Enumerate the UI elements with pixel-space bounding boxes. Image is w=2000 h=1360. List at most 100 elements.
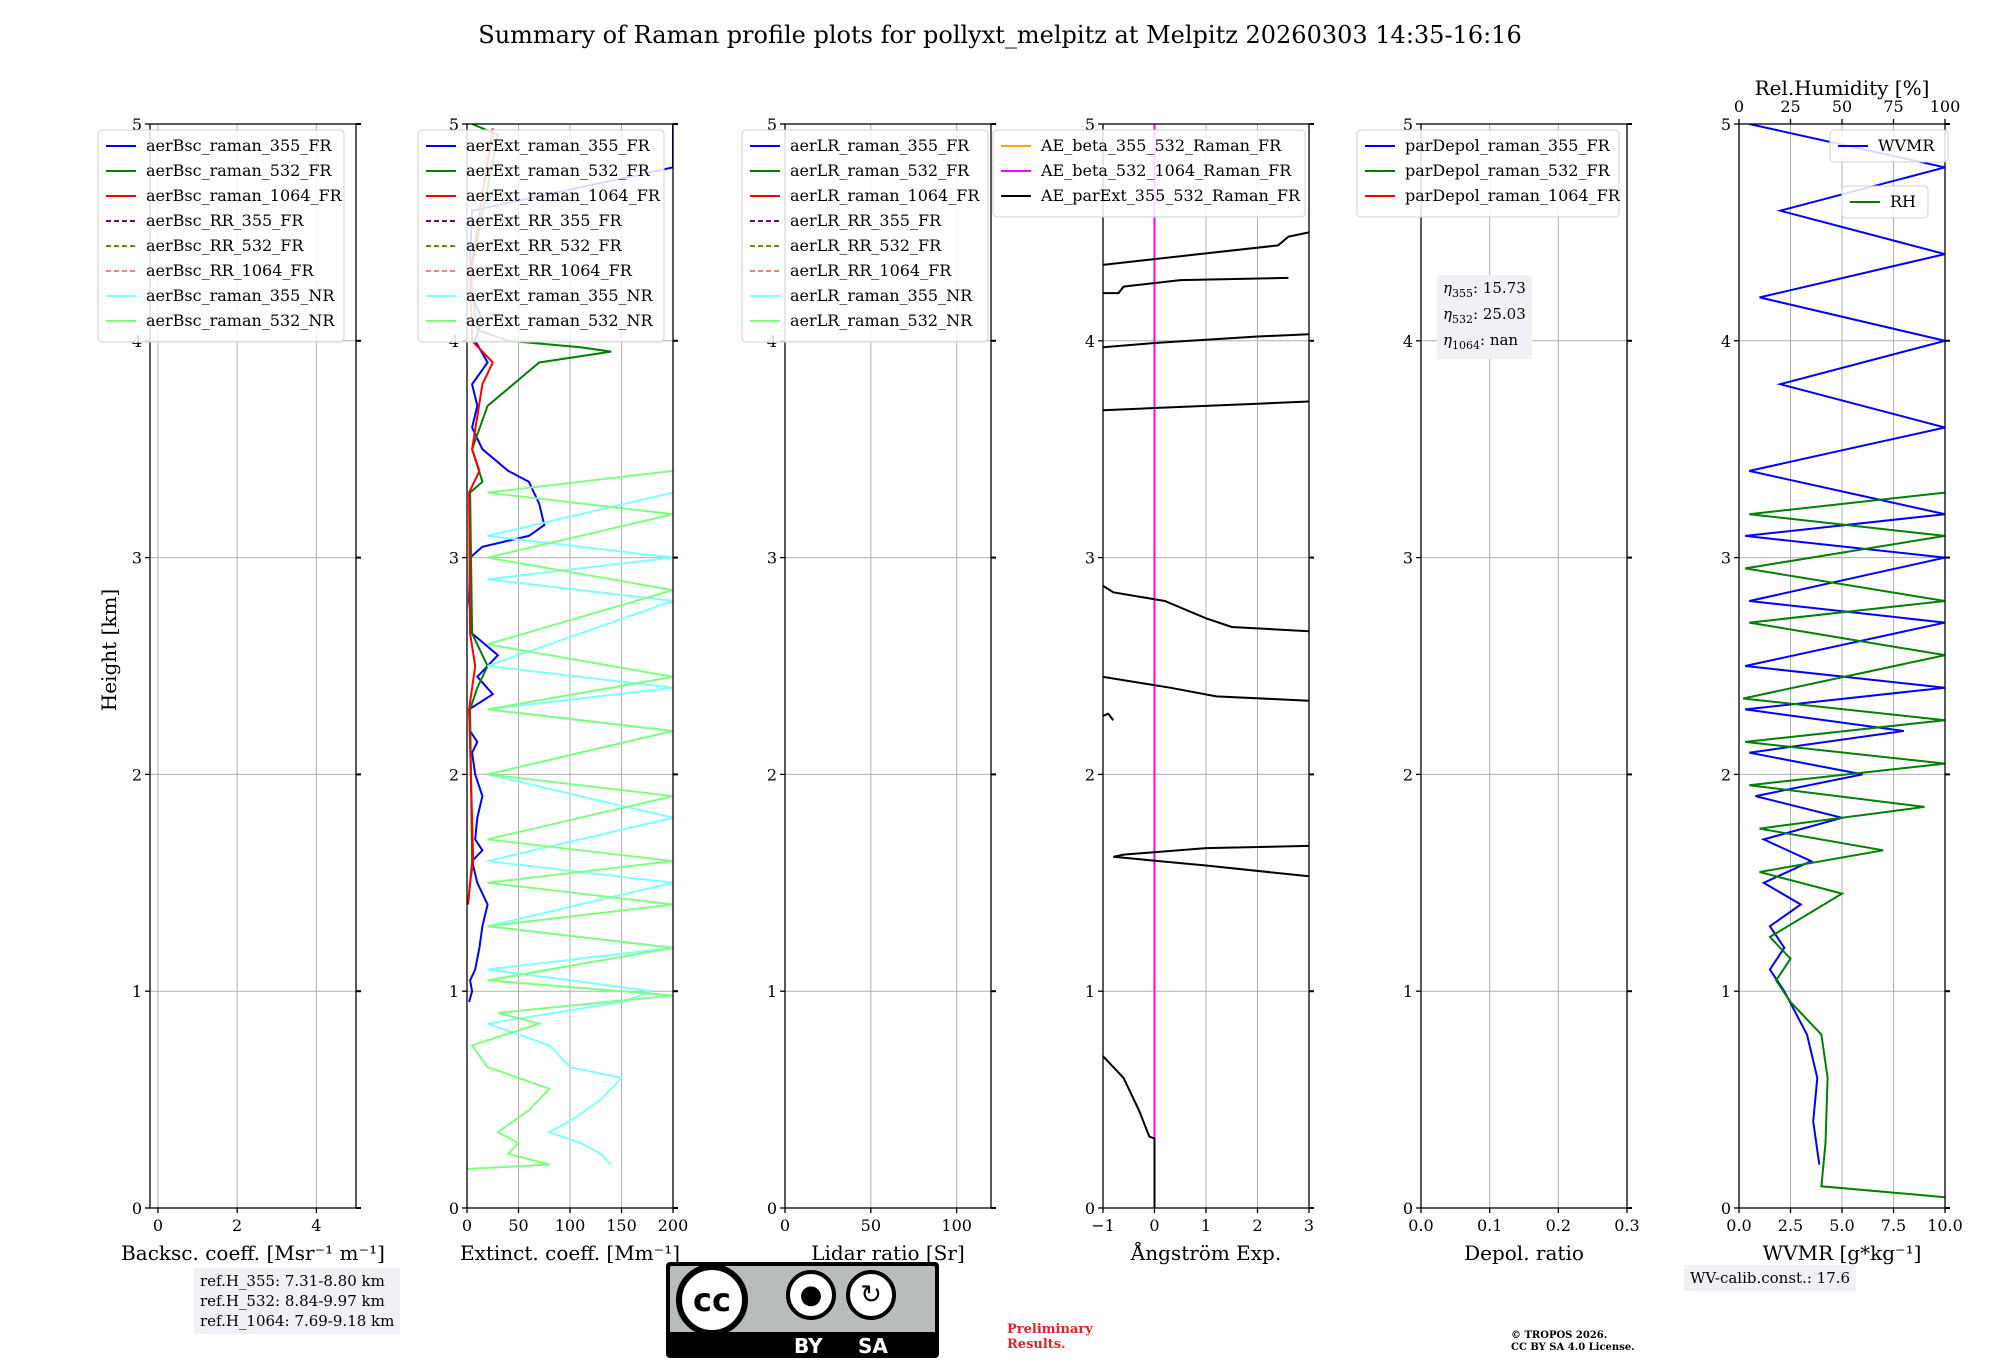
eta-box: η355: 15.73 η532: 25.03 η1064: nan xyxy=(1437,275,1532,359)
panel-6: 0.0 2.5 5.0 7.5 10.0 0 1 2 3 4 5 WVMR [g*kg⁻¹] 0 25 50… xyxy=(1721,76,1963,1265)
legend-label: aerBsc_raman_532_FR xyxy=(146,161,332,180)
share-alike-icon: ↻ xyxy=(846,1270,896,1320)
y-tick-label: 3 xyxy=(1085,549,1095,568)
legend-label: WVMR xyxy=(1878,136,1935,155)
ref-h-1064: ref.H_1064: 7.69-9.18 km xyxy=(200,1312,395,1330)
preliminary-line-1: Preliminary xyxy=(1007,1322,1093,1337)
series-line-RH xyxy=(1742,491,1945,1199)
series-line-aerExt_raman_355_FR xyxy=(468,124,673,1003)
legend-label: aerExt_raman_532_NR xyxy=(466,311,654,330)
x-axis-label: Backsc. coeff. [Msr⁻¹ m⁻¹] xyxy=(121,1241,385,1265)
cc-icon: cc xyxy=(676,1264,748,1336)
eta-532: η532: 25.03 xyxy=(1443,305,1526,326)
x-tick-label: 50 xyxy=(508,1216,528,1235)
cc-license-badge[interactable]: cc ● ↻ BY SA xyxy=(666,1262,939,1358)
series-line-WVMR xyxy=(1744,124,1945,1165)
axes-frame xyxy=(784,123,992,1209)
y-tick-label: 5 xyxy=(767,115,777,134)
legend-label: parDepol_raman_1064_FR xyxy=(1405,186,1621,205)
y-tick-label: 1 xyxy=(1403,982,1413,1001)
y-tick-label: 2 xyxy=(132,765,142,784)
series-line-AE_parExt_355_532_Raman_FR xyxy=(1103,584,1309,633)
wv-calib-box: WV-calib.const.: 17.6 xyxy=(1684,1265,1857,1291)
legend-box xyxy=(992,129,1306,218)
legend-label: aerExt_RR_532_FR xyxy=(466,236,623,255)
legend: aerBsc_raman_355_FR aerBsc_raman_532_FRae… xyxy=(97,129,345,343)
legend: parDepol_raman_355_FR parDepol_raman_532_… xyxy=(1356,129,1621,218)
series-line-AE_parExt_355_532_Raman_FR xyxy=(1103,400,1309,412)
top-tick-label: 0 xyxy=(1734,97,1744,116)
person-icon: ● xyxy=(786,1270,836,1320)
legend: aerExt_raman_355_FR aerExt_raman_532_FRae… xyxy=(417,129,665,343)
x-tick-label: 100 xyxy=(555,1216,586,1235)
legend-label: aerExt_raman_532_FR xyxy=(466,161,651,180)
top-tick-label: 25 xyxy=(1780,97,1800,116)
x-tick-label: 4 xyxy=(311,1216,321,1235)
legend-label: AE_parExt_355_532_Raman_FR xyxy=(1040,186,1301,205)
top-tick-label: 50 xyxy=(1832,97,1852,116)
x-tick-label: 0.0 xyxy=(1726,1216,1751,1235)
series-group xyxy=(467,124,673,1170)
legend-label: aerLR_raman_532_NR xyxy=(790,311,973,330)
series-line-AE_parExt_355_532_Raman_FR xyxy=(1103,333,1309,349)
legend-label: RH xyxy=(1890,192,1916,211)
series-line-AE_parExt_355_532_Raman_FR xyxy=(1103,712,1115,721)
y-tick-label: 1 xyxy=(449,982,459,1001)
x-tick-label: 10.0 xyxy=(1927,1216,1963,1235)
legend: WVMR RH xyxy=(1829,129,1949,219)
cc-by-label: BY xyxy=(794,1334,823,1358)
y-axis-label: Height [km] xyxy=(97,589,121,711)
y-tick-label: 5 xyxy=(1085,115,1095,134)
series-line-AE_parExt_355_532_Raman_FR xyxy=(1103,675,1309,702)
legend-label: parDepol_raman_532_FR xyxy=(1405,161,1611,180)
axes-frame xyxy=(1420,123,1628,1209)
legend-label: parDepol_raman_355_FR xyxy=(1405,136,1611,155)
y-tick-label: 3 xyxy=(1721,549,1731,568)
y-tick-label: 3 xyxy=(449,549,459,568)
legend-label: aerLR_RR_355_FR xyxy=(790,211,942,230)
top-tick-label: 100 xyxy=(1930,97,1961,116)
y-tick-label: 2 xyxy=(449,765,459,784)
figure-title: Summary of Raman profile plots for polly… xyxy=(478,21,1521,49)
legend-label: aerBsc_RR_1064_FR xyxy=(146,261,315,280)
legend-label: aerLR_RR_532_FR xyxy=(790,236,942,255)
x-tick-label: −1 xyxy=(1091,1216,1115,1235)
x-tick-label: 3 xyxy=(1304,1216,1314,1235)
y-tick-label: 2 xyxy=(767,765,777,784)
y-tick-label: 1 xyxy=(132,982,142,1001)
cc-sa-label: SA xyxy=(858,1334,888,1358)
y-tick-label: 0 xyxy=(1721,1199,1731,1218)
preliminary-note: Preliminary Results. xyxy=(1007,1322,1093,1352)
y-tick-label: 4 xyxy=(1403,332,1413,351)
ref-h-355: ref.H_355: 7.31-8.80 km xyxy=(200,1272,385,1290)
y-tick-label: 0 xyxy=(132,1199,142,1218)
x-tick-label: 7.5 xyxy=(1881,1216,1906,1235)
legend-box xyxy=(97,129,345,343)
legend: AE_beta_355_532_Raman_FR AE_beta_532_1064… xyxy=(992,129,1306,218)
x-tick-label: 0 xyxy=(462,1216,472,1235)
y-tick-label: 1 xyxy=(1721,982,1731,1001)
x-tick-label: 50 xyxy=(861,1216,881,1235)
y-tick-label: 4 xyxy=(1721,332,1731,351)
top-tick-label: 75 xyxy=(1883,97,1903,116)
eta-355: η355: 15.73 xyxy=(1443,279,1526,300)
x-axis-label: Ångström Exp. xyxy=(1130,1240,1281,1265)
x-axis-label: Extinct. coeff. [Mm⁻¹] xyxy=(460,1241,680,1265)
legend-label: aerExt_raman_355_NR xyxy=(466,286,654,305)
preliminary-line-2: Results. xyxy=(1007,1337,1066,1352)
x-tick-label: 0.3 xyxy=(1614,1216,1639,1235)
x-tick-label: 0 xyxy=(1149,1216,1159,1235)
legend-label: aerLR_raman_1064_FR xyxy=(790,186,980,205)
legend-label: aerExt_raman_1064_FR xyxy=(466,186,661,205)
y-tick-label: 2 xyxy=(1403,765,1413,784)
x-tick-label: 2 xyxy=(232,1216,242,1235)
legend-label: AE_beta_355_532_Raman_FR xyxy=(1040,136,1282,155)
legend-box xyxy=(1356,129,1620,218)
legend: aerLR_raman_355_FR aerLR_raman_532_FR aerL… xyxy=(741,129,989,343)
y-tick-label: 0 xyxy=(767,1199,777,1218)
tropos-license-note: © TROPOS 2026. CC BY SA 4.0 License. xyxy=(1511,1330,1635,1354)
y-tick-label: 3 xyxy=(1403,549,1413,568)
x-tick-label: 150 xyxy=(606,1216,637,1235)
x-tick-label: 0.0 xyxy=(1408,1216,1433,1235)
